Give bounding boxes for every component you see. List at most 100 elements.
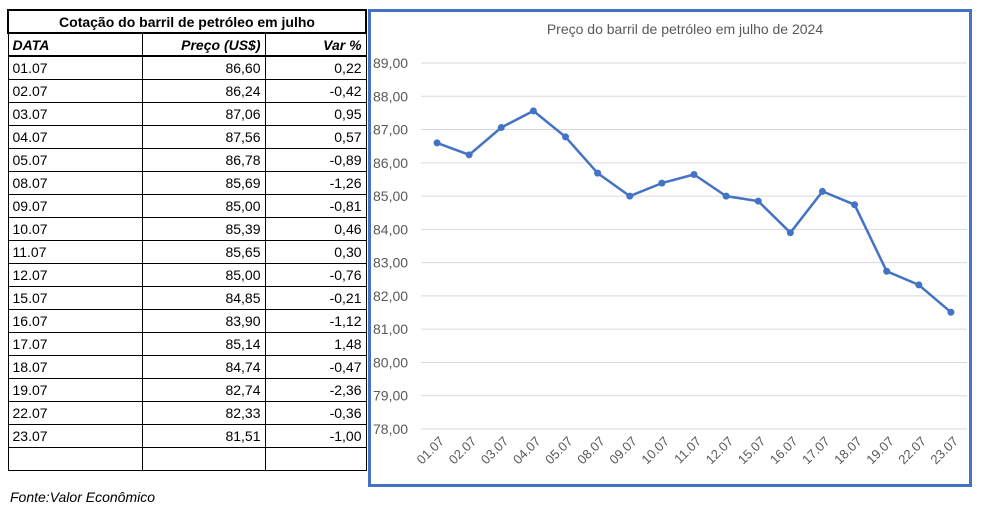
price-cell: 81,51 — [141, 423, 266, 448]
price-cell: 82,33 — [141, 400, 266, 425]
table-row: 22.07 82,33 -0,36 — [7, 400, 367, 425]
var-cell: -2,36 — [264, 377, 367, 402]
data-point — [465, 151, 473, 159]
data-point — [786, 229, 794, 237]
date-cell: 09.07 — [7, 193, 143, 218]
date-cell: 05.07 — [7, 147, 143, 172]
table-row: 16.07 83,90 -1,12 — [7, 308, 367, 333]
table-row: 17.07 85,14 1,48 — [7, 331, 367, 356]
price-cell: 83,90 — [141, 308, 266, 333]
var-cell: -0,21 — [264, 285, 367, 310]
x-tick-label: 05.07 — [542, 434, 576, 468]
y-tick-label: 82,00 — [373, 288, 408, 304]
table-row: 03.07 87,06 0,95 — [7, 101, 367, 126]
table-row: 10.07 85,39 0,46 — [7, 216, 367, 241]
data-point — [658, 179, 666, 187]
table-row: 15.07 84,85 -0,21 — [7, 285, 367, 310]
data-point — [690, 170, 698, 178]
data-point — [947, 308, 955, 316]
x-tick-label: 02.07 — [446, 434, 480, 468]
date-cell: 01.07 — [7, 55, 143, 80]
x-tick-label: 19.07 — [863, 434, 897, 468]
data-point — [626, 192, 634, 200]
price-cell: 87,06 — [141, 101, 266, 126]
var-cell: 0,22 — [264, 55, 367, 80]
table-row: 01.07 86,60 0,22 — [7, 55, 367, 80]
price-cell: 85,14 — [141, 331, 266, 356]
table-row: 04.07 87,56 0,57 — [7, 124, 367, 149]
data-point — [562, 133, 570, 141]
var-cell: -0,81 — [264, 193, 367, 218]
price-table: Cotação do barril de petróleo em julho D… — [6, 9, 368, 471]
x-tick-label: 03.07 — [478, 434, 512, 468]
price-cell: 85,00 — [141, 262, 266, 287]
y-tick-label: 86,00 — [373, 155, 408, 171]
y-tick-label: 89,00 — [373, 55, 408, 71]
y-tick-label: 83,00 — [373, 255, 408, 271]
table-title: Cotação do barril de petróleo em julho — [6, 9, 368, 34]
var-cell: 1,48 — [264, 331, 367, 356]
price-cell: 87,56 — [141, 124, 266, 149]
var-cell: -0,42 — [264, 78, 367, 103]
var-cell: 0,46 — [264, 216, 367, 241]
x-tick-label: 22.07 — [895, 434, 929, 468]
y-tick-label: 80,00 — [373, 354, 408, 370]
y-tick-label: 84,00 — [373, 221, 408, 237]
data-point — [818, 187, 826, 195]
data-point — [594, 169, 602, 177]
price-cell: 86,78 — [141, 147, 266, 172]
line-chart: Preço do barril de petróleo em julho de … — [373, 21, 967, 468]
empty-cell — [264, 446, 367, 471]
var-cell: 0,57 — [264, 124, 367, 149]
table-row: 12.07 85,00 -0,76 — [7, 262, 367, 287]
data-point — [883, 267, 891, 275]
x-tick-label: 01.07 — [414, 434, 448, 468]
date-cell: 17.07 — [7, 331, 143, 356]
x-tick-label: 04.07 — [510, 434, 544, 468]
y-tick-label: 87,00 — [373, 122, 408, 138]
price-cell: 82,74 — [141, 377, 266, 402]
source-note: Fonte:Valor Econômico — [10, 489, 155, 505]
table-body: 01.07 86,60 0,22 02.07 86,24 -0,42 03.07 87,06 0… — [7, 55, 367, 471]
table-row: 09.07 85,00 -0,81 — [7, 193, 367, 218]
data-point — [754, 197, 762, 205]
price-cell: 86,24 — [141, 78, 266, 103]
x-tick-label: 18.07 — [831, 434, 865, 468]
y-tick-label: 85,00 — [373, 188, 408, 204]
data-point — [722, 192, 730, 200]
data-point — [915, 281, 923, 289]
var-cell: -1,00 — [264, 423, 367, 448]
x-tick-label: 11.07 — [671, 434, 704, 467]
var-cell: 0,95 — [264, 101, 367, 126]
date-cell: 11.07 — [7, 239, 143, 264]
table-row: 19.07 82,74 -2,36 — [7, 377, 367, 402]
header-price: Preço (US$) — [141, 32, 266, 57]
data-point — [433, 139, 441, 147]
header-date: DATA — [7, 32, 143, 57]
date-cell: 08.07 — [7, 170, 143, 195]
series-line — [436, 109, 952, 314]
x-tick-label: 08.07 — [574, 434, 608, 468]
date-cell: 19.07 — [7, 377, 143, 402]
table-row: 08.07 85,69 -1,26 — [7, 170, 367, 195]
var-cell: -0,47 — [264, 354, 367, 379]
header-var: Var % — [264, 32, 367, 57]
table-row: 18.07 84,74 -0,47 — [7, 354, 367, 379]
x-tick-label: 16.07 — [767, 434, 801, 468]
var-cell: -0,89 — [264, 147, 367, 172]
data-point — [529, 107, 537, 115]
date-cell: 10.07 — [7, 216, 143, 241]
var-cell: -0,36 — [264, 400, 367, 425]
x-tick-label: 23.07 — [927, 434, 961, 468]
table-row: 02.07 86,24 -0,42 — [7, 78, 367, 103]
var-cell: -1,12 — [264, 308, 367, 333]
date-cell: 03.07 — [7, 101, 143, 126]
date-cell: 18.07 — [7, 354, 143, 379]
chart-title: Preço do barril de petróleo em julho de … — [547, 21, 824, 37]
x-tick-label: 12.07 — [703, 434, 737, 468]
x-tick-label: 15.07 — [735, 434, 769, 468]
date-cell: 15.07 — [7, 285, 143, 310]
table-row: 11.07 85,65 0,30 — [7, 239, 367, 264]
price-cell: 84,74 — [141, 354, 266, 379]
var-cell: -0,76 — [264, 262, 367, 287]
